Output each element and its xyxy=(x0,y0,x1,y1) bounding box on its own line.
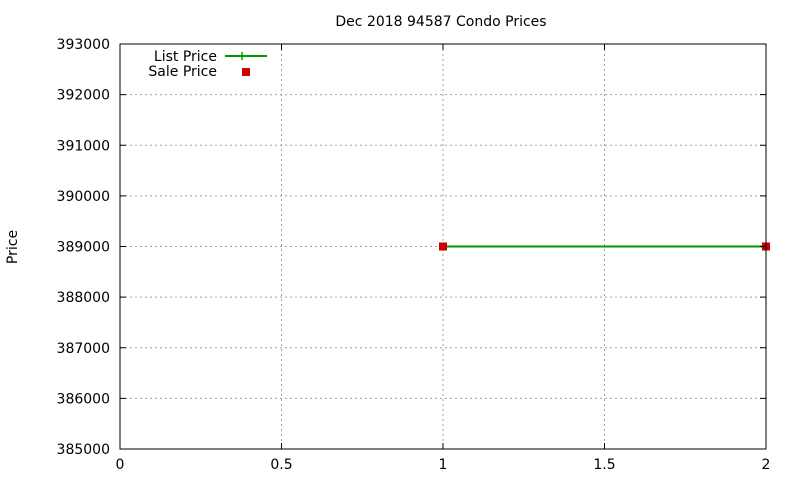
y-axis-label: Price xyxy=(5,230,21,264)
y-tick-label: 386000 xyxy=(57,391,110,407)
x-tick-label: 1 xyxy=(439,457,448,473)
y-tick-label: 393000 xyxy=(57,37,110,53)
y-tick-label: 390000 xyxy=(57,189,110,205)
y-tick-label: 387000 xyxy=(57,341,110,357)
legend-marker-sale-price xyxy=(242,68,250,76)
chart-title: Dec 2018 94587 Condo Prices xyxy=(335,14,546,30)
legend-marker-list-price xyxy=(238,52,246,60)
y-tick-label: 385000 xyxy=(57,442,110,458)
y-tick-label: 392000 xyxy=(57,88,110,104)
legend-label-sale-price: Sale Price xyxy=(148,64,217,80)
tick-layer xyxy=(119,43,767,450)
x-tick-label: 0 xyxy=(116,457,125,473)
legend: List Price Sale Price xyxy=(148,49,267,80)
y-tick-label: 389000 xyxy=(57,240,110,256)
tick-labels: 385000 386000 387000 388000 389000 390000 3910… xyxy=(57,37,771,473)
legend-label-list-price: List Price xyxy=(154,49,217,65)
x-tick-label: 0.5 xyxy=(270,457,292,473)
sale-price-point xyxy=(439,242,447,251)
y-tick-label: 388000 xyxy=(57,290,110,306)
y-tick-label: 391000 xyxy=(57,138,110,154)
x-tick-label: 1.5 xyxy=(593,457,615,473)
x-tick-label: 2 xyxy=(762,457,771,473)
